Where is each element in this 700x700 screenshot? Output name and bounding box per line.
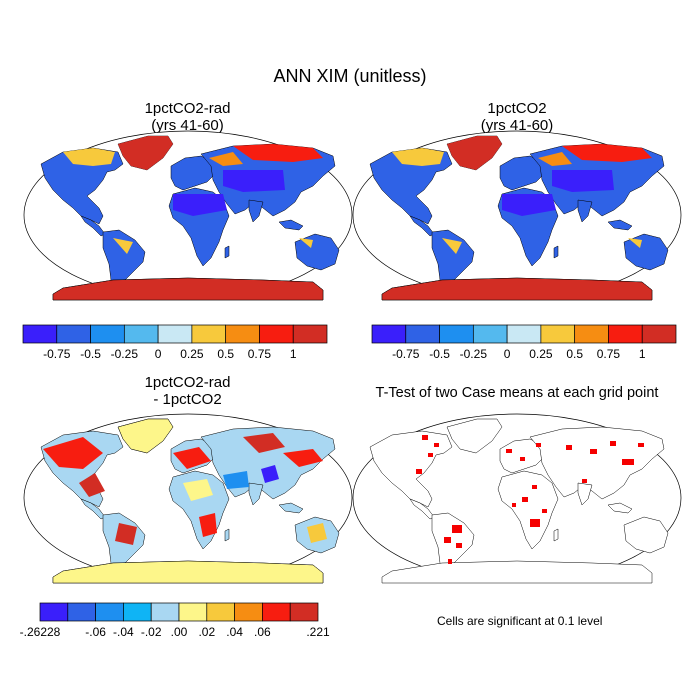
colorbar-difference-tick-label: -.06 bbox=[85, 625, 106, 639]
colorbar-top-left-swatch bbox=[259, 324, 294, 344]
colorbar-top-left-tick-label: -0.5 bbox=[80, 347, 101, 361]
colorbar-top-right-tick-label: 0 bbox=[504, 347, 511, 361]
colorbar-difference-swatch bbox=[262, 602, 291, 622]
colorbar-top-left-swatch bbox=[157, 324, 193, 344]
colorbar-difference-swatch bbox=[206, 602, 235, 622]
map-panel-difference bbox=[23, 413, 353, 584]
colorbar-top-right-tick-label: -0.75 bbox=[392, 347, 420, 361]
colorbar-top-left-swatch bbox=[225, 324, 260, 344]
colorbar-difference: -.26228 -.06 -.04 -.02 .00 .02 .04 .06 .221 bbox=[20, 602, 330, 639]
colorbar-top-right: -0.75 -0.5 -0.25 0 0.25 0.5 0.75 1 bbox=[371, 324, 677, 361]
colorbar-difference-swatch bbox=[67, 602, 96, 622]
colorbar-top-left-tick-label: 0.75 bbox=[248, 347, 272, 361]
colorbar-top-left-tick-label: 0.25 bbox=[180, 347, 204, 361]
colorbar-top-right-swatch bbox=[540, 324, 576, 344]
significant-cells bbox=[416, 435, 644, 564]
colorbar-top-right-tick-label: 0.75 bbox=[597, 347, 621, 361]
colorbar-top-left-swatch bbox=[292, 324, 328, 344]
panel-title-1pctco2-rad: 1pctCO2-rad (yrs 41-60) bbox=[144, 100, 231, 135]
colorbar-difference-tick-label: -.02 bbox=[141, 625, 162, 639]
colorbar-top-right-swatch bbox=[641, 324, 677, 344]
map-panel-1pctco2 bbox=[352, 130, 682, 301]
colorbar-top-right-tick-label: 0.5 bbox=[566, 347, 583, 361]
colorbar-top-left-swatch bbox=[56, 324, 91, 344]
colorbar-difference-swatch bbox=[178, 602, 208, 622]
map-panel-1pctco2-rad bbox=[23, 130, 353, 301]
colorbar-top-right-tick-label: -0.5 bbox=[429, 347, 450, 361]
colorbar-difference-tick-label: .221 bbox=[306, 625, 330, 639]
colorbar-top-right-swatch bbox=[608, 324, 643, 344]
colorbar-top-left-tick-label: 0.5 bbox=[217, 347, 234, 361]
colorbar-difference-tick-label: -.04 bbox=[113, 625, 134, 639]
colorbar-difference-tick-label: .06 bbox=[254, 625, 271, 639]
colorbar-top-left-tick-label: 1 bbox=[290, 347, 297, 361]
colorbar-top-left-tick-label: 0 bbox=[155, 347, 162, 361]
colorbar-difference-swatch bbox=[289, 602, 319, 622]
colorbar-top-right-swatch bbox=[506, 324, 542, 344]
colorbar-top-right-swatch bbox=[574, 324, 609, 344]
colorbar-top-right-tick-label: 1 bbox=[639, 347, 646, 361]
map-panel-ttest bbox=[352, 413, 682, 584]
colorbar-difference-swatch bbox=[95, 602, 124, 622]
colorbar-difference-swatch bbox=[123, 602, 152, 622]
colorbar-top-left-swatch bbox=[191, 324, 227, 344]
colorbar-difference-swatch bbox=[150, 602, 180, 622]
colorbar-top-right-swatch bbox=[405, 324, 440, 344]
colorbar-difference-tick-label: .00 bbox=[171, 625, 188, 639]
colorbar-top-left-swatch bbox=[90, 324, 125, 344]
colorbar-difference-swatch bbox=[39, 602, 69, 622]
colorbar-top-right-swatch bbox=[371, 324, 407, 344]
colorbar-difference-tick-label: .02 bbox=[198, 625, 215, 639]
colorbar-top-left: -0.75 -0.5 -0.25 0 0.25 0.5 0.75 1 bbox=[22, 324, 328, 361]
colorbar-top-left-swatch bbox=[22, 324, 58, 344]
colorbar-top-right-tick-label: -0.25 bbox=[460, 347, 488, 361]
colorbar-difference-tick-label: -.26228 bbox=[20, 625, 61, 639]
panel-title-difference: 1pctCO2-rad - 1pctCO2 bbox=[144, 374, 231, 409]
colorbar-difference-swatch bbox=[234, 602, 263, 622]
significance-note: Cells are significant at 0.1 level bbox=[437, 614, 603, 628]
colorbar-top-right-tick-label: 0.25 bbox=[529, 347, 553, 361]
figure-title: ANN XIM (unitless) bbox=[273, 66, 427, 86]
colorbar-top-left-tick-label: -0.25 bbox=[111, 347, 139, 361]
colorbar-top-right-swatch bbox=[439, 324, 474, 344]
colorbar-difference-tick-label: .04 bbox=[226, 625, 243, 639]
colorbar-top-right-swatch bbox=[472, 324, 508, 344]
panel-title-1pctco2: 1pctCO2 (yrs 41-60) bbox=[480, 100, 554, 135]
colorbar-top-left-swatch bbox=[123, 324, 159, 344]
colorbar-top-left-tick-label: -0.75 bbox=[43, 347, 71, 361]
panel-title-ttest: T-Test of two Case means at each grid po… bbox=[375, 385, 659, 401]
